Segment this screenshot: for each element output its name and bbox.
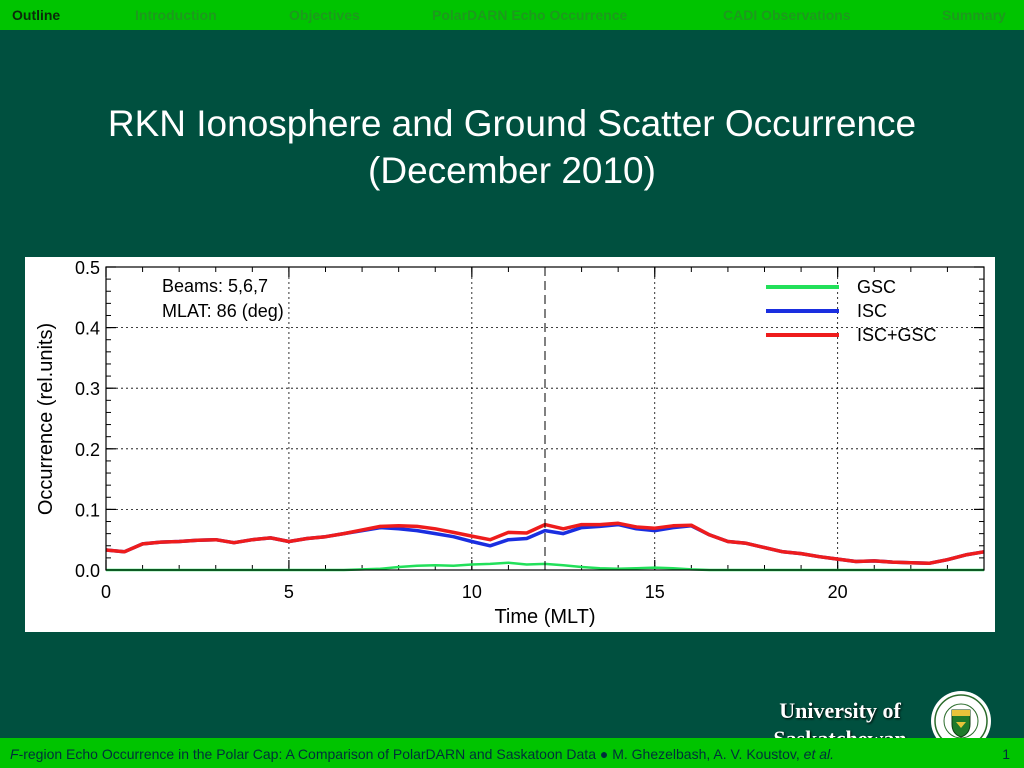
y-tick-label: 0.1 bbox=[75, 500, 100, 520]
y-tick-label: 0.3 bbox=[75, 379, 100, 399]
nav-cadi-observations[interactable]: CADI Observations bbox=[723, 7, 851, 23]
x-axis-label: Time (MLT) bbox=[494, 606, 595, 628]
footer-bar: F-region Echo Occurrence in the Polar Ca… bbox=[0, 738, 1024, 768]
chart-legend: GSC ISC ISC+GSC bbox=[766, 277, 937, 345]
annotation-mlat: MLAT: 86 (deg) bbox=[162, 301, 284, 321]
footer-main-text: -region Echo Occurrence in the Polar Cap… bbox=[18, 746, 804, 762]
nav-outline[interactable]: Outline bbox=[12, 7, 61, 23]
legend-label: GSC bbox=[857, 277, 896, 297]
slide-title-line2: (December 2010) bbox=[368, 150, 656, 191]
nav-summary[interactable]: Summary bbox=[942, 7, 1006, 23]
x-tick-label: 20 bbox=[828, 582, 848, 602]
y-tick-label: 0.0 bbox=[75, 561, 100, 581]
nav-polardarn-echo-occurrence[interactable]: PolarDARN Echo Occurrence bbox=[432, 7, 628, 23]
series-line-isc bbox=[105, 522, 985, 566]
tick-layer bbox=[105, 266, 985, 571]
label-layer: 0.0 0.1 0.2 0.3 0.4 0.5 0 5 10 15 20 bbox=[75, 258, 848, 602]
legend-label: ISC bbox=[857, 301, 887, 321]
page-number: 1 bbox=[1002, 746, 1010, 762]
y-tick-label: 0.2 bbox=[75, 440, 100, 460]
top-navigation-bar: Outline Introduction Objectives PolarDAR… bbox=[0, 0, 1024, 30]
annotation-beams: Beams: 5,6,7 bbox=[162, 276, 268, 296]
slide-title-line1: RKN Ionosphere and Ground Scatter Occurr… bbox=[107, 103, 917, 144]
x-tick-label: 0 bbox=[101, 582, 111, 602]
footer-italic-suffix: et al. bbox=[803, 746, 835, 762]
nav-introduction[interactable]: Introduction bbox=[135, 7, 217, 23]
y-tick-label: 0.5 bbox=[75, 258, 100, 278]
y-tick-label: 0.4 bbox=[75, 319, 100, 339]
occurrence-chart: 0.00.10.20.30.40.50 5 10 15 20 Beams: 5,6,7 … bbox=[35, 258, 985, 628]
footer-citation: F-region Echo Occurrence in the Polar Ca… bbox=[10, 746, 834, 762]
x-tick-label: 5 bbox=[284, 582, 294, 602]
legend-label: ISC+GSC bbox=[857, 325, 937, 345]
x-tick-label: 15 bbox=[645, 582, 665, 602]
footer-italic-prefix: F bbox=[10, 746, 19, 762]
nav-objectives[interactable]: Objectives bbox=[289, 7, 360, 23]
occurrence-chart-panel: 0.0 0.1 0.2 0.3 0.4 0.5 0 5 10 15 20 Beams: 5,6,7 … bbox=[25, 257, 995, 632]
x-tick-label: 10 bbox=[462, 582, 482, 602]
y-axis-label: Occurrence (rel.units) bbox=[35, 323, 57, 515]
grid-layer bbox=[106, 267, 984, 570]
slide-title: RKN Ionosphere and Ground Scatter Occurr… bbox=[0, 100, 1024, 194]
